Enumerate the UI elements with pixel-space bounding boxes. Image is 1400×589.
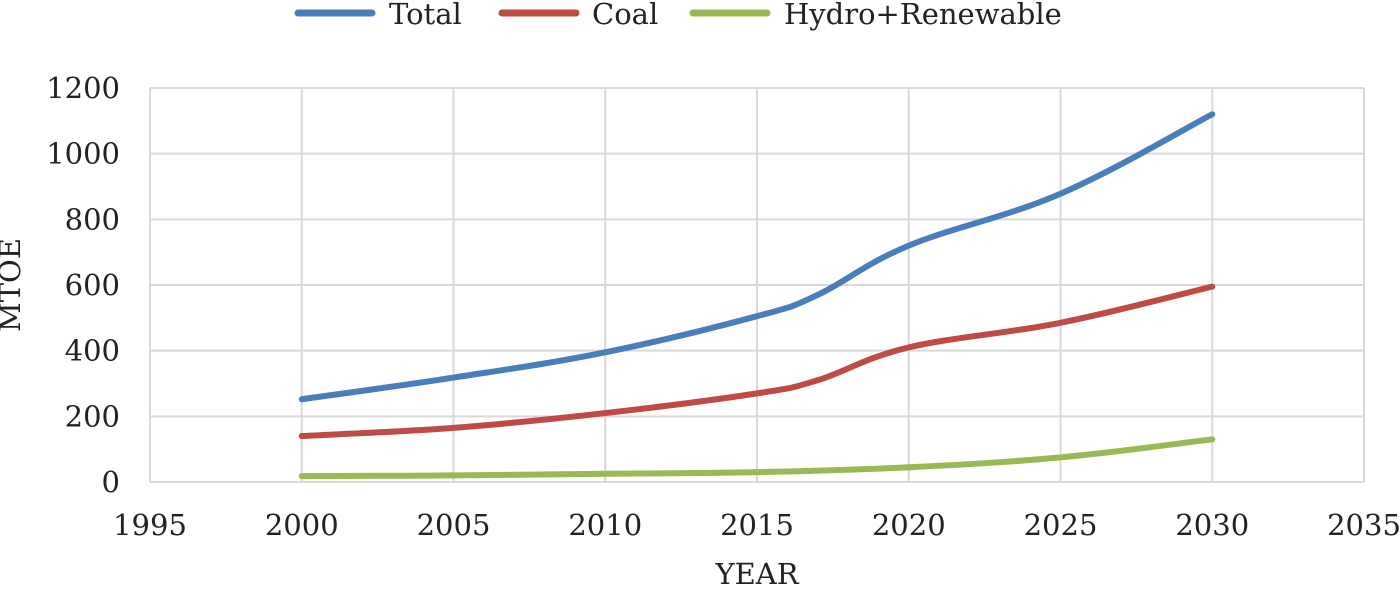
series-line-total — [298, 111, 1216, 403]
legend-label-hydro-renewable: Hydro+Renewable — [784, 0, 1062, 31]
y-tick-label: 600 — [65, 268, 120, 302]
legend-label-coal: Coal — [592, 0, 658, 31]
x-tick-label: 2035 — [1327, 508, 1400, 542]
y-tick-label: 200 — [65, 399, 120, 433]
y-axis-ticks: 0 200 400 600 800 1000 1200 — [46, 71, 120, 499]
x-tick-label: 1995 — [113, 508, 187, 542]
y-tick-label: 400 — [65, 334, 120, 368]
y-tick-label: 1200 — [46, 71, 120, 105]
x-axis-title: YEAR — [714, 557, 799, 589]
x-tick-label: 2015 — [720, 508, 794, 542]
series-line-hydro-renewable — [298, 436, 1216, 480]
x-tick-label: 2020 — [872, 508, 946, 542]
y-tick-label: 0 — [102, 465, 120, 499]
legend-label-total: Total — [389, 0, 462, 31]
x-tick-label: 2000 — [265, 508, 339, 542]
y-tick-label: 1000 — [46, 137, 120, 171]
x-tick-label: 2025 — [1024, 508, 1098, 542]
x-tick-label: 2010 — [568, 508, 642, 542]
series-lines — [298, 111, 1216, 480]
y-tick-label: 800 — [65, 202, 120, 236]
x-tick-label: 2030 — [1175, 508, 1249, 542]
series-line-coal — [298, 283, 1216, 440]
gridlines — [149, 87, 1365, 483]
x-axis-ticks: 1995 2000 2005 2010 2015 2020 2025 2030 2035 — [113, 508, 1400, 542]
legend: Total Coal Hydro+Renewable — [294, 0, 1062, 31]
x-tick-label: 2005 — [417, 508, 491, 542]
y-axis-title: MTOE — [0, 238, 27, 332]
